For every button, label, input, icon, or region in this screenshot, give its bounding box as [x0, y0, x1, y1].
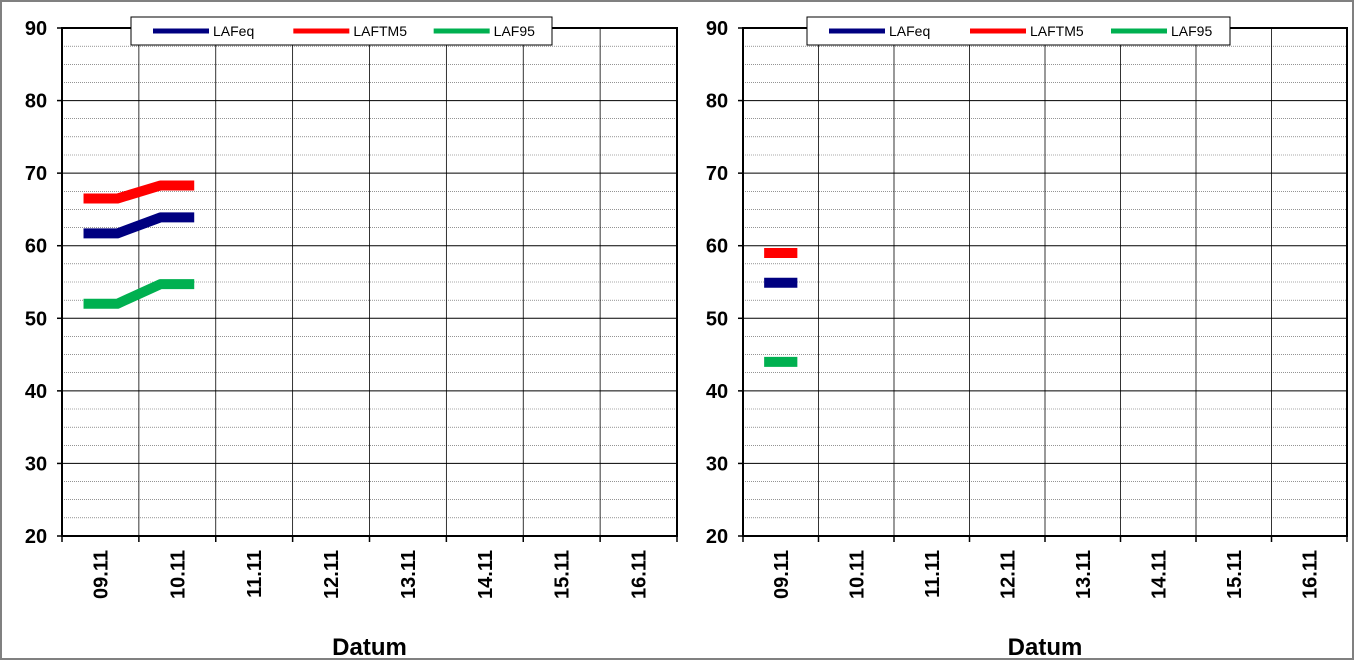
legend-label: LAFTM5 — [353, 23, 407, 39]
legend-label: LAFTM5 — [1030, 23, 1084, 39]
x-axis-title: Datum — [332, 634, 407, 660]
y-tick-label: 40 — [706, 381, 728, 403]
x-tick-label: 12.11 — [321, 550, 343, 599]
x-tick-label: 10.11 — [846, 550, 868, 599]
y-tick-label: 80 — [706, 91, 728, 113]
y-tick-label: 20 — [25, 526, 47, 548]
x-tick-label: 14.11 — [475, 550, 497, 599]
y-tick-label: 80 — [25, 91, 47, 113]
x-tick-label: 10.11 — [167, 550, 189, 599]
y-tick-label: 30 — [25, 453, 47, 475]
legend-label: LAF95 — [1171, 23, 1212, 39]
y-tick-label: 40 — [25, 381, 47, 403]
y-tick-label: 50 — [25, 308, 47, 330]
x-tick-label: 16.11 — [1299, 550, 1321, 599]
x-tick-label: 15.11 — [1224, 550, 1246, 599]
legend-label: LAF95 — [494, 23, 535, 39]
chart-panel-1: 20 30 40 50 60 70 80 90 09.11 10.11 11.11 12.11 13.1… — [25, 16, 678, 660]
y-tick-label: 30 — [706, 453, 728, 475]
x-tick-label: 13.11 — [398, 550, 420, 599]
x-tick-label: 15.11 — [552, 550, 574, 599]
x-tick-label: 11.11 — [244, 550, 266, 598]
y-tick-label: 90 — [25, 18, 47, 40]
y-tick-label: 50 — [706, 308, 728, 330]
x-tick-label: 12.11 — [997, 550, 1019, 599]
series-line-laftm5 — [83, 180, 195, 204]
x-tick-label: 09.11 — [771, 550, 793, 599]
y-tick-label: 60 — [706, 236, 728, 258]
x-tick-label: 11.11 — [922, 550, 944, 598]
y-tick-label: 70 — [706, 163, 728, 185]
legend-label: LAFeq — [213, 23, 254, 39]
y-tick-label: 20 — [706, 526, 728, 548]
series-line-laf95 — [83, 279, 195, 309]
x-tick-label: 09.11 — [90, 550, 112, 599]
x-axis-title: Datum — [1008, 634, 1083, 660]
legend-label: LAFeq — [889, 23, 930, 39]
y-tick-label: 60 — [25, 236, 47, 258]
y-tick-label: 90 — [706, 18, 728, 40]
x-tick-label: 13.11 — [1073, 550, 1095, 599]
series-line-lafeq — [83, 212, 195, 239]
chart-panel-2: 20 30 40 50 60 70 80 90 09.11 10.11 11.11 12.11 13.1… — [706, 16, 1348, 660]
y-tick-label: 70 — [25, 163, 47, 185]
x-tick-label: 16.11 — [629, 550, 651, 599]
x-tick-label: 14.11 — [1148, 550, 1170, 599]
